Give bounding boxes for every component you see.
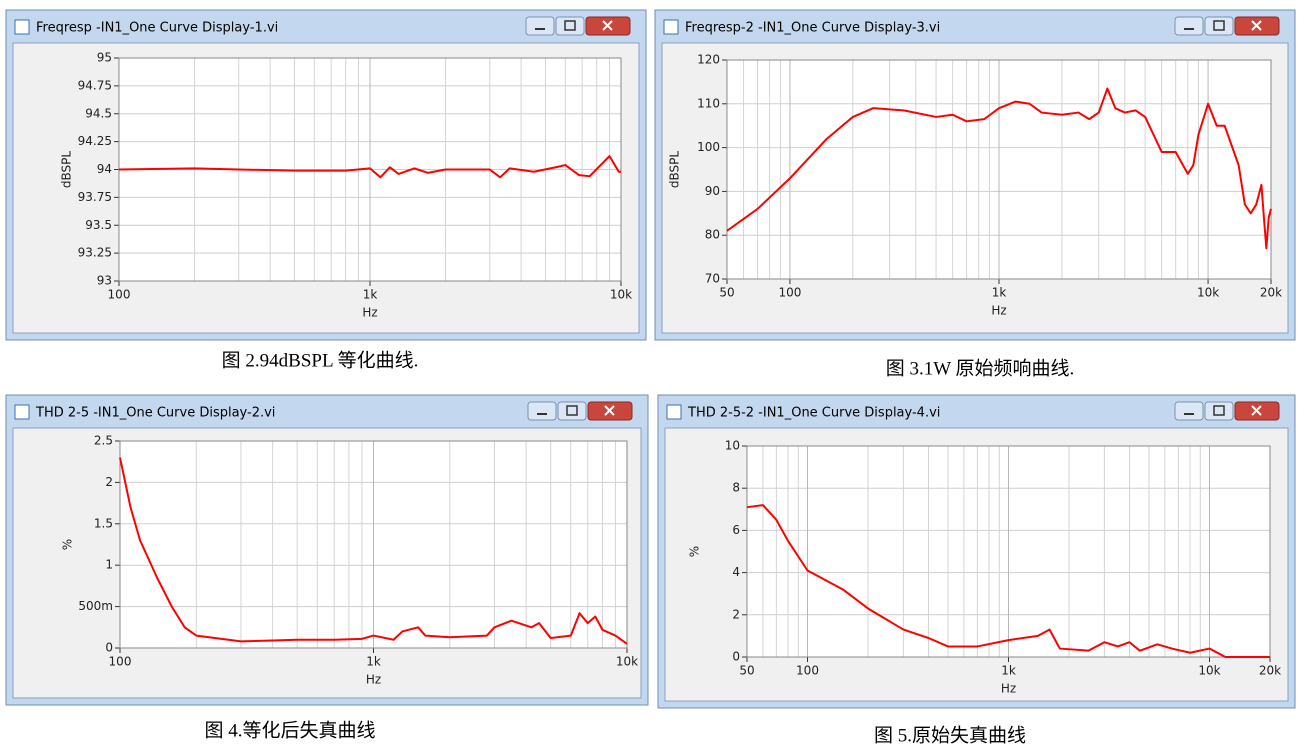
y-tick-label: 2 — [105, 475, 113, 489]
y-tick-label: 500m — [78, 599, 113, 613]
figure-caption: 图 5.原始失真曲线 — [874, 724, 1026, 746]
figure-caption: 图 4.等化后失真曲线 — [204, 719, 375, 741]
window: Freqresp-2 -IN1_One Curve Display-3.vi 70… — [654, 9, 1296, 341]
y-tick-label: 70 — [705, 272, 720, 286]
y-tick-label: 90 — [705, 184, 720, 198]
y-tick-label: 6 — [732, 523, 740, 537]
x-tick-label: 1k — [363, 288, 378, 302]
plot-border — [119, 440, 628, 649]
figure-caption: 图 3.1W 原始频响曲线. — [886, 357, 1075, 379]
window-title: THD 2-5-2 -IN1_One Curve Display-4.vi — [687, 406, 940, 421]
window: THD 2-5-2 -IN1_One Curve Display-4.vi 0 2 4… — [657, 394, 1296, 709]
app-icon — [14, 19, 30, 35]
close-glyph — [1251, 20, 1262, 31]
maximize-button[interactable] — [557, 401, 587, 421]
y-tick-label: 8 — [732, 481, 740, 495]
data-line — [118, 155, 621, 179]
y-tick-label: 110 — [697, 96, 720, 110]
app-icon — [663, 19, 679, 35]
y-tick-label: 100 — [697, 140, 720, 154]
x-tick-label: 100 — [778, 286, 801, 300]
x-axis-label: Hz — [366, 673, 381, 687]
maximize-button[interactable] — [555, 16, 585, 36]
minimize-button[interactable] — [527, 401, 557, 421]
y-tick-label: 120 — [697, 53, 720, 67]
y-tick-label: 2.5 — [94, 434, 113, 448]
x-tick-label: 100 — [108, 288, 131, 302]
x-tick-label: 10k — [1197, 286, 1219, 300]
y-tick-label: 4 — [732, 565, 740, 579]
x-tick-label: 20k — [1260, 286, 1282, 300]
data-line — [726, 87, 1272, 250]
maximize-button[interactable] — [1204, 16, 1234, 36]
x-tick-label: 1k — [992, 286, 1007, 300]
x-tick-label: 10k — [616, 655, 638, 669]
y-tick-label: 94.75 — [78, 78, 112, 92]
y-tick-label: 94.25 — [78, 134, 112, 148]
maximize-glyph — [1213, 20, 1225, 31]
x-axis-label: Hz — [991, 304, 1006, 318]
x-tick-label: 100 — [109, 655, 132, 669]
x-tick-label: 10k — [610, 288, 632, 302]
x-tick-label: 100 — [796, 664, 819, 678]
y-axis-label: dBSPL — [60, 151, 74, 188]
minimize-button[interactable] — [525, 16, 555, 36]
window-title: THD 2-5 -IN1_One Curve Display-2.vi — [35, 406, 275, 421]
data-line — [119, 457, 628, 645]
app-icon — [14, 404, 30, 420]
close-glyph — [1251, 405, 1262, 416]
figure-caption: 图 2.94dBSPL 等化曲线. — [222, 349, 419, 371]
y-tick-label: 2 — [732, 607, 740, 621]
plot-border — [746, 445, 1271, 658]
y-axis-label: % — [61, 539, 75, 550]
y-tick-label: 1 — [105, 558, 113, 572]
y-tick-label: 94 — [97, 162, 112, 176]
window-title: Freqresp -IN1_One Curve Display-1.vi — [36, 21, 278, 36]
window: Freqresp -IN1_One Curve Display-1.vi 93 93… — [5, 9, 647, 341]
window-title: Freqresp-2 -IN1_One Curve Display-3.vi — [685, 21, 940, 36]
y-tick-label: 80 — [705, 228, 720, 242]
maximize-button[interactable] — [1204, 401, 1234, 421]
maximize-glyph — [566, 405, 578, 416]
x-axis-label: Hz — [1001, 682, 1016, 696]
y-tick-label: 0 — [732, 650, 740, 664]
x-tick-label: 1k — [366, 655, 381, 669]
x-tick-label: 1k — [1001, 664, 1016, 678]
y-tick-label: 93.5 — [85, 218, 112, 232]
y-tick-label: 93.75 — [78, 190, 112, 204]
app-icon — [666, 404, 682, 420]
y-axis-label: dBSPL — [668, 151, 682, 188]
y-tick-label: 1.5 — [94, 516, 113, 530]
x-tick-label: 10k — [1198, 664, 1220, 678]
plot-border — [726, 59, 1272, 280]
y-tick-label: 93.25 — [78, 246, 112, 260]
minimize-button[interactable] — [1174, 16, 1204, 36]
x-tick-label: 20k — [1259, 664, 1281, 678]
x-axis-label: Hz — [362, 306, 377, 320]
y-tick-label: 93 — [97, 274, 112, 288]
maximize-glyph — [1213, 405, 1225, 416]
window: THD 2-5 -IN1_One Curve Display-2.vi 0 500m… — [5, 394, 649, 706]
y-tick-label: 95 — [97, 51, 112, 65]
y-tick-label: 94.5 — [85, 106, 112, 120]
x-tick-label: 50 — [719, 286, 734, 300]
close-glyph — [602, 20, 613, 31]
y-axis-label: % — [688, 546, 702, 557]
maximize-glyph — [564, 20, 576, 31]
close-glyph — [604, 405, 615, 416]
y-tick-label: 10 — [725, 439, 740, 453]
y-tick-label: 0 — [105, 641, 113, 655]
data-line — [746, 504, 1270, 658]
minimize-button[interactable] — [1174, 401, 1204, 421]
x-tick-label: 50 — [739, 664, 754, 678]
